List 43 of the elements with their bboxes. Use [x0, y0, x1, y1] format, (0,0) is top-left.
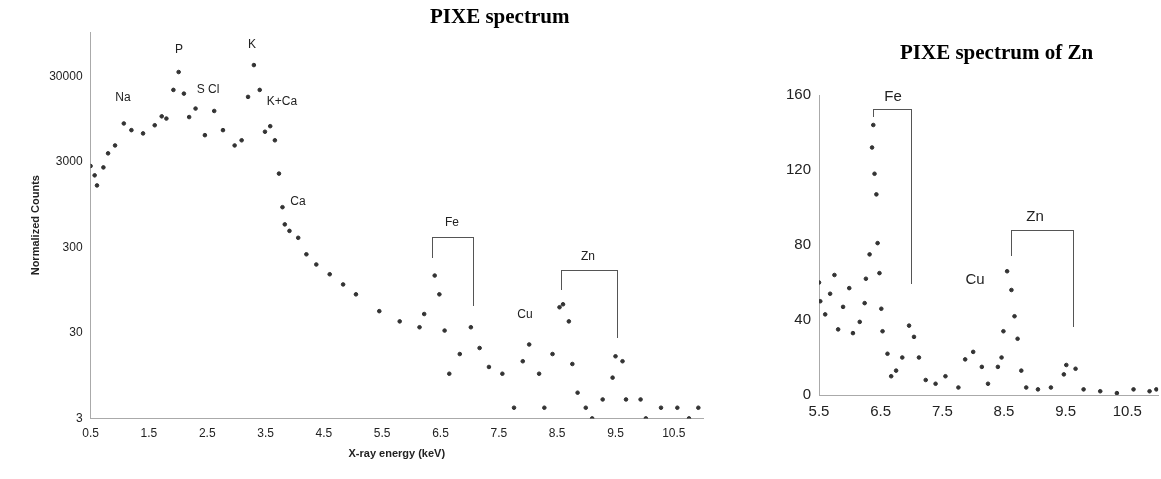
x-tick-label: 10.5 — [662, 425, 686, 440]
annotation: K+Ca — [266, 94, 298, 109]
annotation: Cu — [965, 270, 985, 288]
y-tick-label: 120 — [786, 160, 812, 178]
y-tick-label: 300 — [62, 239, 83, 254]
x-tick-label: 8.5 — [993, 402, 1015, 420]
x-tick-label: 0.5 — [82, 425, 100, 440]
annotation: Na — [115, 90, 131, 105]
x-tick-label: 3.5 — [257, 425, 275, 440]
annotation: S Cl — [196, 82, 220, 97]
y-tick-label: 30000 — [49, 68, 83, 83]
x-tick-label: 9.5 — [1055, 402, 1077, 420]
x-tick-label: 10.5 — [1112, 402, 1142, 420]
annotation: Zn — [580, 249, 596, 264]
x-tick-label: 5.5 — [373, 425, 391, 440]
y-tick-label: 30 — [69, 325, 83, 340]
x-tick-label: 5.5 — [808, 402, 830, 420]
y-tick-label: 0 — [802, 385, 812, 403]
x-tick-label: 4.5 — [315, 425, 333, 440]
y-tick-label: 80 — [794, 235, 812, 253]
x-tick-label: 9.5 — [607, 425, 625, 440]
annotation: K — [247, 37, 257, 52]
x-tick-label: 2.5 — [198, 425, 216, 440]
y-axis-title: Normalized Counts — [28, 175, 41, 276]
annotation: Ca — [290, 194, 306, 209]
x-axis-title: X-ray energy (keV) — [348, 447, 446, 460]
x-tick-label: 7.5 — [490, 425, 508, 440]
annotation: Zn — [1026, 207, 1044, 225]
y-tick-label: 40 — [794, 310, 812, 328]
x-tick-label: 8.5 — [548, 425, 566, 440]
y-tick-label: 3 — [75, 410, 83, 425]
y-tick-label: 160 — [786, 85, 812, 103]
x-tick-label: 6.5 — [870, 402, 892, 420]
x-tick-label: 1.5 — [140, 425, 158, 440]
x-tick-label: 7.5 — [931, 402, 953, 420]
annotation: P — [174, 42, 184, 57]
annotation: Fe — [444, 215, 460, 230]
annotation: Fe — [884, 87, 902, 105]
x-tick-label: 6.5 — [432, 425, 450, 440]
chart-title: PIXE spectrum — [430, 4, 570, 29]
annotation: Cu — [517, 307, 533, 322]
chart-title: PIXE spectrum of Zn — [900, 40, 1094, 65]
y-tick-label: 3000 — [55, 154, 83, 169]
